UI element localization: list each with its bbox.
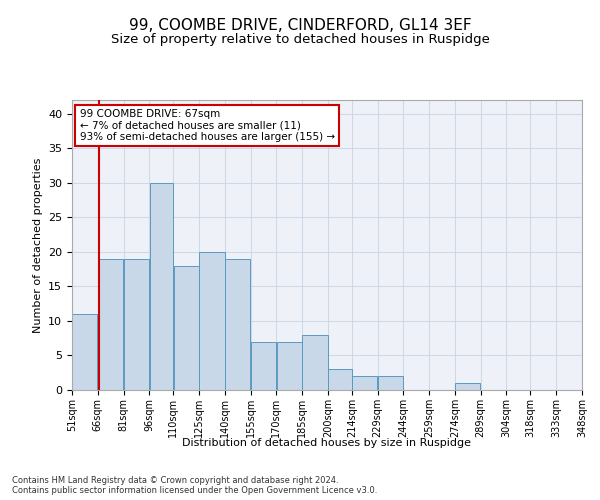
Bar: [302, 335, 328, 390]
Bar: [199, 252, 224, 390]
Bar: [149, 183, 173, 390]
Bar: [352, 376, 377, 390]
Bar: [455, 383, 481, 390]
Text: Distribution of detached houses by size in Ruspidge: Distribution of detached houses by size …: [182, 438, 472, 448]
Bar: [225, 259, 250, 390]
Bar: [277, 342, 302, 390]
Text: Contains HM Land Registry data © Crown copyright and database right 2024.
Contai: Contains HM Land Registry data © Crown c…: [12, 476, 377, 495]
Bar: [124, 259, 149, 390]
Text: 99, COOMBE DRIVE, CINDERFORD, GL14 3EF: 99, COOMBE DRIVE, CINDERFORD, GL14 3EF: [128, 18, 472, 32]
Bar: [98, 259, 123, 390]
Bar: [173, 266, 199, 390]
Bar: [72, 314, 97, 390]
Text: 99 COOMBE DRIVE: 67sqm
← 7% of detached houses are smaller (11)
93% of semi-deta: 99 COOMBE DRIVE: 67sqm ← 7% of detached …: [80, 108, 335, 142]
Y-axis label: Number of detached properties: Number of detached properties: [32, 158, 43, 332]
Text: Size of property relative to detached houses in Ruspidge: Size of property relative to detached ho…: [110, 32, 490, 46]
Bar: [328, 370, 352, 390]
Bar: [378, 376, 403, 390]
Bar: [251, 342, 276, 390]
